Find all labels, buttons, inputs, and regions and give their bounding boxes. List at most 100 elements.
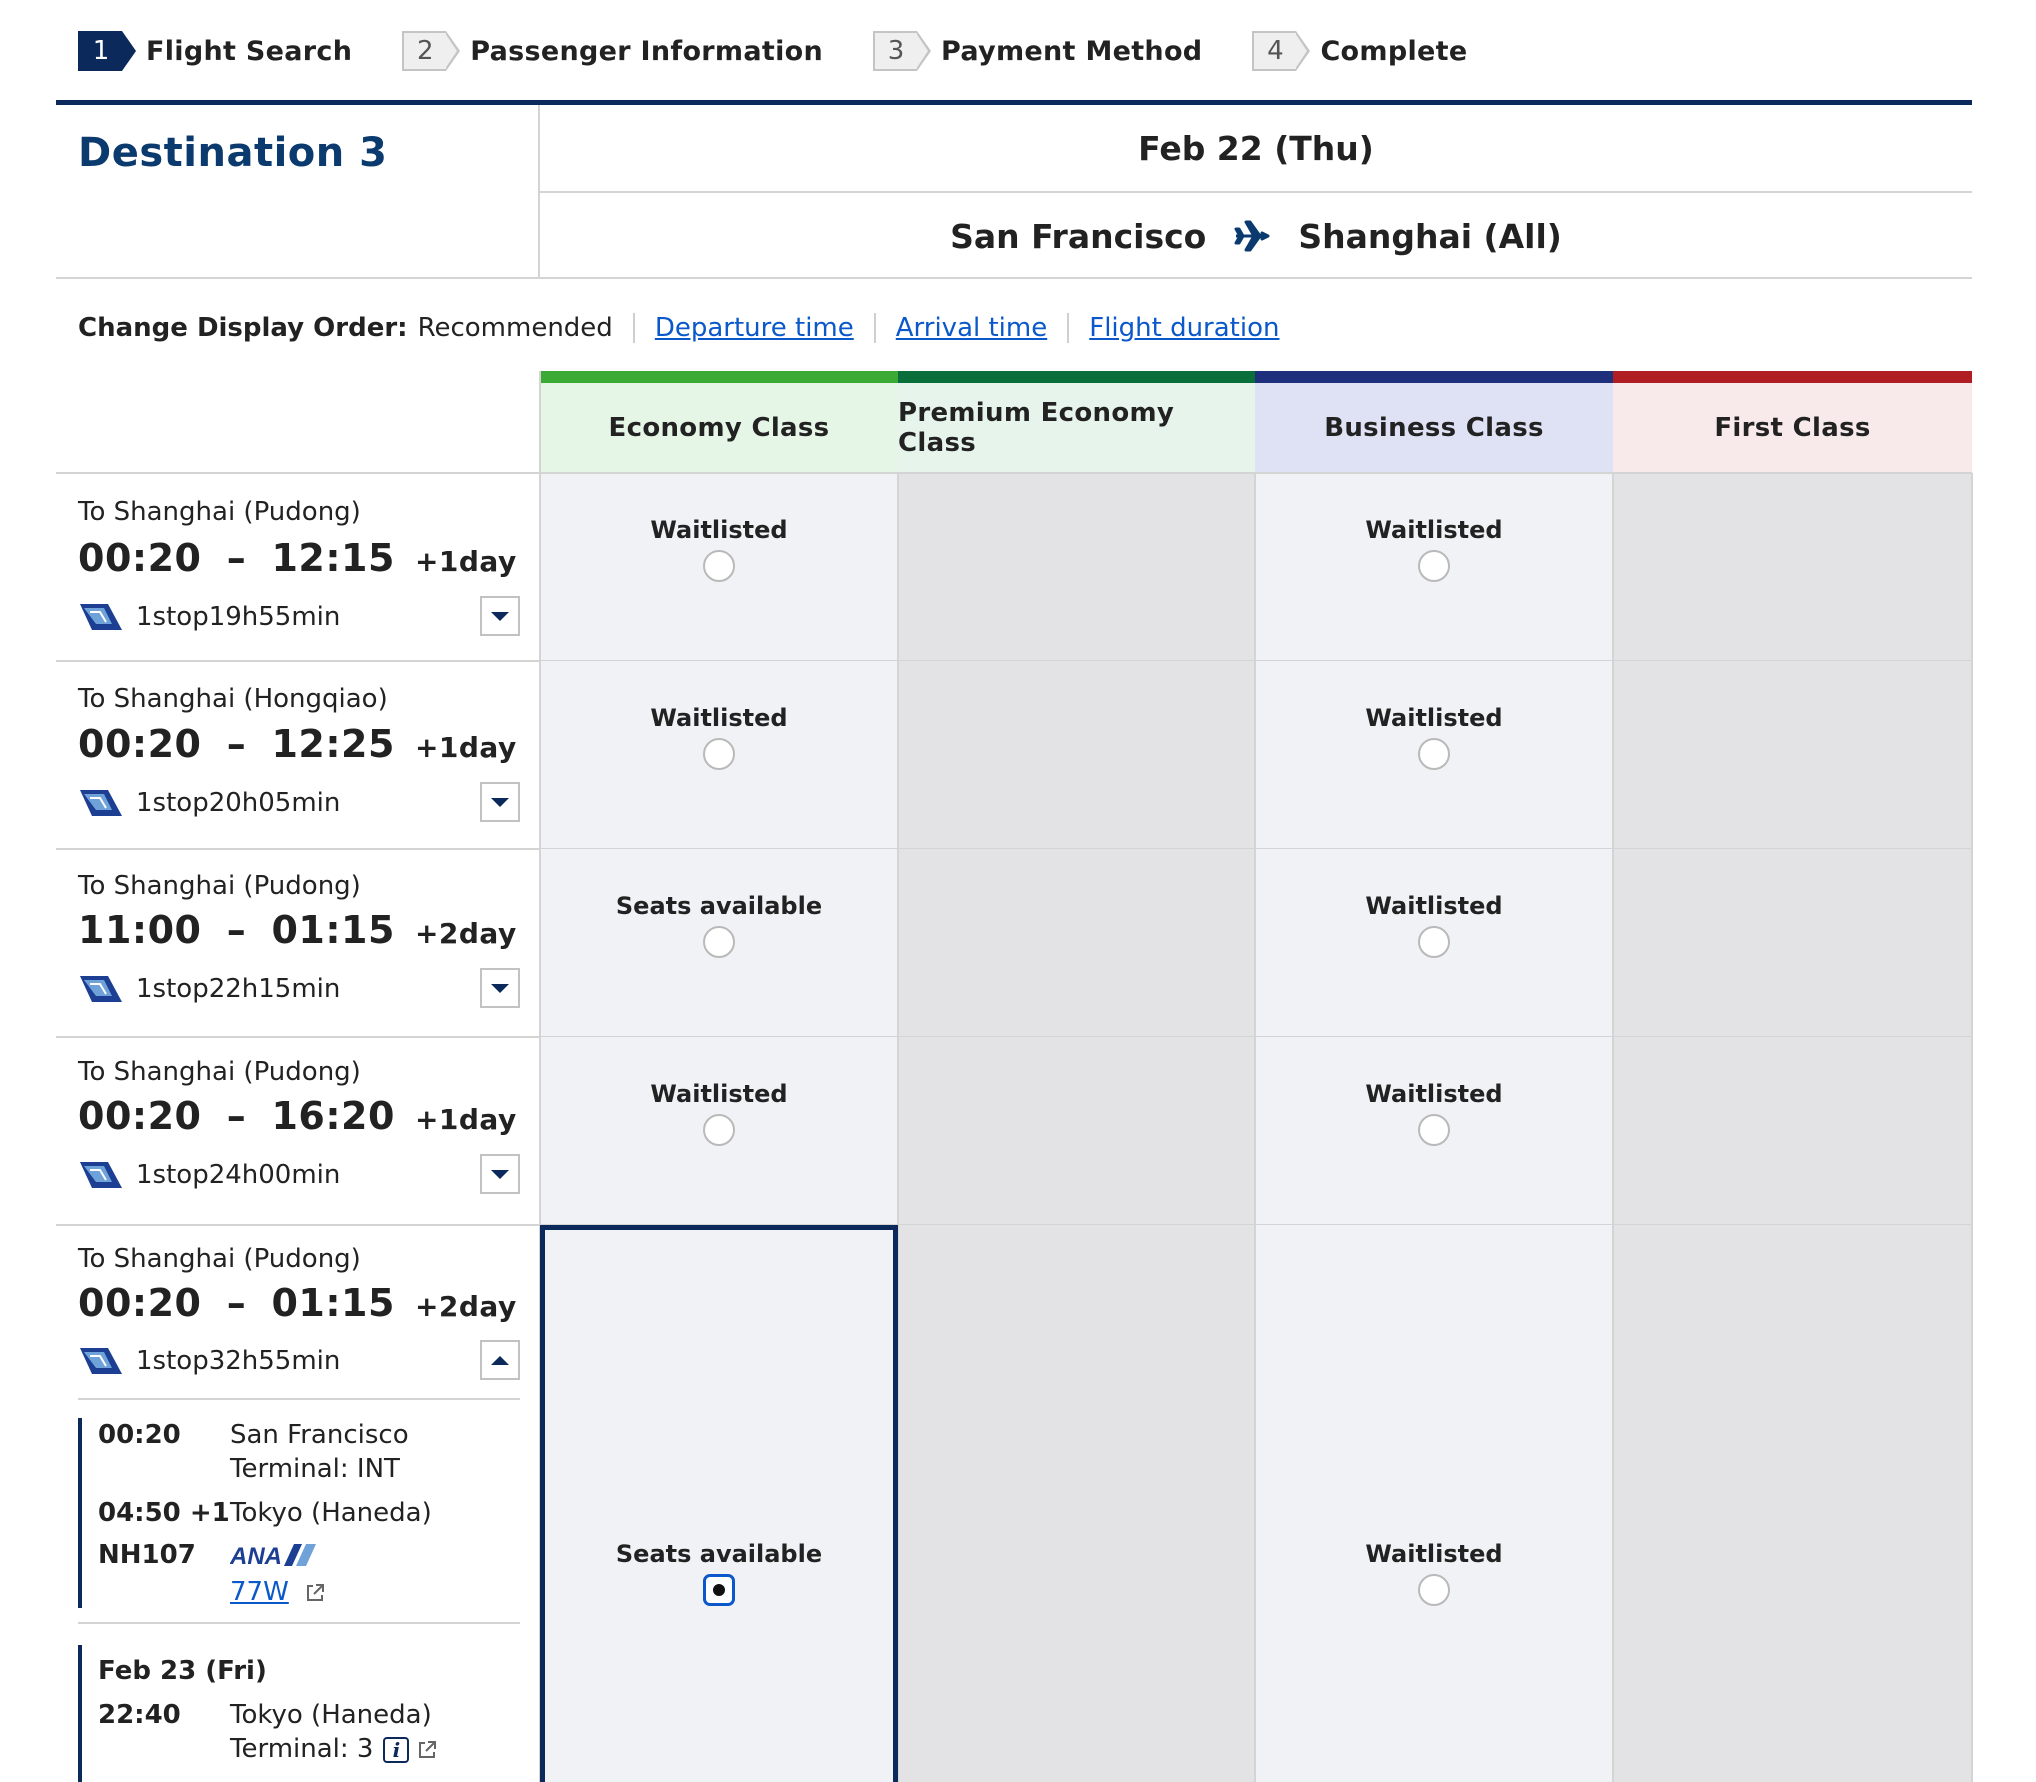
sort-arrival-time-link[interactable]: Arrival time [873, 313, 1067, 343]
fare-availability: Waitlisted [540, 1080, 898, 1150]
header-divider-vertical [538, 105, 540, 278]
fare-cell[interactable]: Waitlisted [540, 661, 898, 849]
departure-time: 00:20 [78, 536, 202, 580]
availability-status: Waitlisted [1365, 704, 1503, 732]
flight-duration: 1stop32h55min [78, 1346, 340, 1376]
fare-radio-button[interactable] [1418, 1114, 1450, 1146]
detail-divider [78, 1622, 520, 1624]
sort-departure-time-link[interactable]: Departure time [632, 313, 874, 343]
flight-destination: To Shanghai (Pudong) [78, 871, 361, 901]
airplane-icon [1234, 220, 1270, 252]
departure-terminal: Terminal: 3 [230, 1734, 374, 1764]
step-number: 2 [402, 31, 461, 71]
segment-departure-time: 22:40 [98, 1700, 181, 1730]
step-payment-method: 3 Payment Method [873, 31, 1202, 71]
segment-arrival-city: Tokyo (Haneda) [230, 1498, 432, 1528]
expand-details-button[interactable] [480, 1154, 520, 1194]
flight-destination: To Shanghai (Pudong) [78, 497, 361, 527]
fare-cell [1613, 473, 1972, 661]
fare-radio-button[interactable] [703, 1114, 735, 1146]
sort-flight-duration-link[interactable]: Flight duration [1067, 313, 1299, 343]
ana-logo-text: ANA [230, 1543, 282, 1568]
fare-cell[interactable]: Waitlisted [1255, 849, 1613, 1037]
flight-date: Feb 22 (Thu) [540, 105, 1972, 193]
header-divider [56, 277, 1972, 279]
availability-status: Waitlisted [1365, 892, 1503, 920]
expand-details-button[interactable] [480, 968, 520, 1008]
chevron-up-icon [491, 1355, 509, 1365]
availability-status: Waitlisted [650, 516, 788, 544]
fare-radio-button[interactable] [1418, 1574, 1450, 1606]
chevron-down-icon [491, 983, 509, 993]
day-offset: +1day [414, 545, 517, 578]
ana-tail-logo-icon [80, 1162, 122, 1188]
fare-cell [898, 661, 1255, 849]
fare-radio-button[interactable] [1418, 738, 1450, 770]
departure-terminal-row: Terminal: 3 i [230, 1732, 437, 1766]
external-link-icon [307, 1583, 325, 1601]
fare-cell[interactable]: Waitlisted [1255, 1037, 1613, 1225]
fare-cell[interactable]: Waitlisted [1255, 473, 1613, 661]
availability-status: Waitlisted [650, 704, 788, 732]
flight-destination: To Shanghai (Pudong) [78, 1057, 361, 1087]
chevron-down-icon [491, 1169, 509, 1179]
arrival-time: 16:20 [271, 1094, 395, 1138]
duration-text: 1stop22h15min [136, 974, 341, 1004]
fare-radio-button[interactable] [703, 1574, 735, 1606]
step-number: 4 [1252, 31, 1311, 71]
aircraft-info: 77W [230, 1575, 325, 1609]
fare-cell [898, 1225, 1255, 1782]
column-divider [897, 473, 899, 1782]
fare-cell[interactable]: Waitlisted [540, 1037, 898, 1225]
flight-duration: 1stop22h15min [78, 974, 340, 1004]
fare-availability: Waitlisted [1255, 1080, 1613, 1150]
ana-tail-logo-icon [80, 790, 122, 816]
departure-terminal: Terminal: INT [230, 1454, 400, 1484]
day-offset: +1day [414, 1103, 517, 1136]
fare-radio-button[interactable] [1418, 926, 1450, 958]
class-header-first: First Class [1613, 371, 1972, 473]
detail-divider [78, 1398, 520, 1400]
fare-availability: Waitlisted [540, 516, 898, 586]
segment-departure-airport: San Francisco Terminal: INT [230, 1418, 409, 1486]
fare-radio-button[interactable] [1418, 550, 1450, 582]
arrival-time: 12:25 [271, 722, 395, 766]
departure-time: 00:20 [78, 1094, 202, 1138]
column-divider [1612, 473, 1614, 1782]
collapse-details-button[interactable] [480, 1340, 520, 1380]
fare-cell [1613, 849, 1972, 1037]
segment-departure-time: 00:20 [98, 1420, 181, 1450]
fare-availability: Waitlisted [540, 704, 898, 774]
fare-cell[interactable]: Waitlisted [1255, 1225, 1613, 1782]
fare-radio-button[interactable] [703, 738, 735, 770]
fare-cell[interactable]: Seats available [540, 1225, 898, 1782]
destination-title: Destination 3 [78, 130, 388, 176]
flight-duration: 1stop24h00min [78, 1160, 340, 1190]
fare-cell[interactable]: Waitlisted [1255, 661, 1613, 849]
arrival-time: 01:15 [271, 908, 395, 952]
fare-radio-button[interactable] [703, 926, 735, 958]
ana-tail-logo-icon [80, 1348, 122, 1374]
ana-tail-logo-icon [80, 604, 122, 630]
route: San Francisco Shanghai (All) [540, 195, 1972, 277]
column-divider [1254, 473, 1256, 1782]
step-number: 1 [78, 31, 136, 71]
segment-departure-airport: Tokyo (Haneda) Terminal: 3 i [230, 1698, 437, 1766]
aircraft-type-link[interactable]: 77W [230, 1577, 289, 1607]
class-header-business: Business Class [1255, 371, 1613, 473]
info-icon[interactable]: i [383, 1736, 410, 1763]
external-link-icon [419, 1740, 437, 1758]
chevron-down-icon [491, 611, 509, 621]
duration-text: 1stop32h55min [136, 1346, 341, 1376]
departure-time: 11:00 [78, 908, 202, 952]
fare-radio-button[interactable] [703, 550, 735, 582]
step-label: Flight Search [146, 35, 353, 67]
sort-bar: Change Display Order: Recommended Depart… [78, 308, 1300, 348]
availability-status: Waitlisted [1365, 516, 1503, 544]
expand-details-button[interactable] [480, 596, 520, 636]
fare-cell[interactable]: Waitlisted [540, 473, 898, 661]
fare-cell[interactable]: Seats available [540, 849, 898, 1037]
expand-details-button[interactable] [480, 782, 520, 822]
duration-text: 1stop19h55min [136, 602, 341, 632]
step-label: Complete [1320, 35, 1468, 67]
